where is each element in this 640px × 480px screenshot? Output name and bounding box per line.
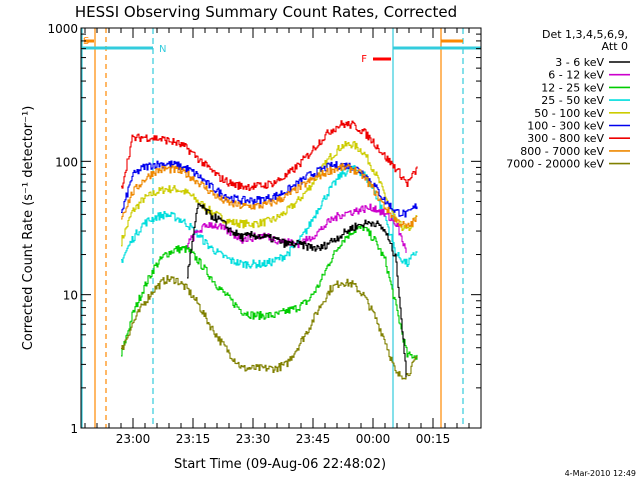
series-line [121,224,418,360]
flag-label: S [83,36,89,47]
legend-entry-label: 6 - 12 keV [548,69,604,82]
legend-entry-label: 300 - 800 keV [527,132,604,145]
legend-entry-label: 7000 - 20000 keV [506,158,604,171]
plot-area: S N F [81,28,481,428]
plot-frame [80,27,482,429]
legend-entry-label: 3 - 6 keV [555,56,604,69]
y-tick-label: 1 [70,422,78,436]
y-tick-label: 1000 [47,22,78,36]
x-tick-label: 23:45 [296,432,331,446]
x-axis: 23:00 23:15 23:30 23:45 00:00 00:15 [84,28,482,446]
series-line [121,163,418,228]
legend-entry-label: 12 - 25 keV [541,81,604,94]
y-axis-label: Corrected Count Rate (s⁻¹ detector⁻¹) [21,106,36,351]
series-line [187,203,407,378]
legend-entry-label: 100 - 300 keV [527,120,604,133]
x-tick-label: 00:15 [416,432,451,446]
flag-label: N [159,44,166,55]
y-tick-label: 10 [63,289,78,303]
flag-label: F [361,54,367,65]
x-tick-label: 23:15 [176,432,211,446]
series-line [121,140,418,247]
date-stamp: 4-Mar-2010 12:49 [565,469,636,478]
x-tick-label: 23:30 [236,432,271,446]
series-line [121,275,418,380]
y-tick-label: 100 [55,155,78,169]
legend-header-line-2: Att 0 [602,40,628,53]
legend-header-line-1: Det 1,3,4,5,6,9, [542,28,628,41]
legend-entry-label: 800 - 7000 keV [520,145,604,158]
series-line [121,120,418,191]
x-tick-label: 00:00 [356,432,391,446]
legend-entry-label: 25 - 50 keV [541,94,604,107]
x-tick-label: 23:00 [116,432,151,446]
legend-entry-label: 50 - 100 keV [534,107,604,120]
x-axis-label: Start Time (09-Aug-06 22:48:02) [174,457,386,472]
chart-title: HESSI Observing Summary Count Rates, Cor… [75,3,457,21]
y-axis: 1 10 100 1000 [47,22,481,436]
